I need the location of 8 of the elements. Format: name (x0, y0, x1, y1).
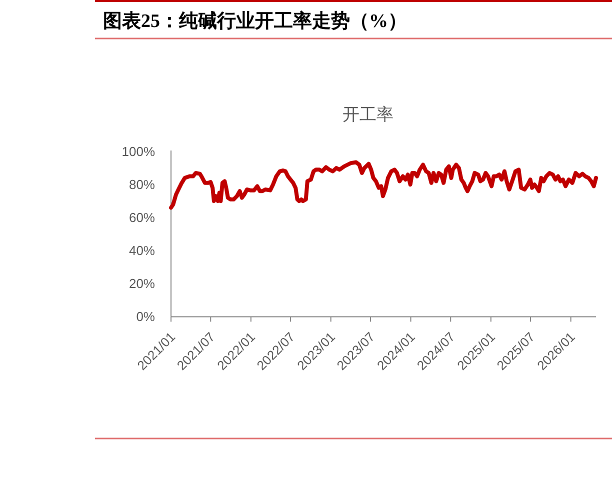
y-tick-label: 40% (128, 243, 156, 258)
y-tick-label: 80% (128, 177, 156, 192)
chart-subtitle: 开工率 (342, 105, 394, 124)
y-tick-label: 0% (136, 309, 156, 324)
y-tick-label: 100% (122, 144, 156, 159)
y-tick-label: 60% (128, 210, 156, 226)
chart-title: 图表25：纯碱行业开工率走势（%） (103, 10, 407, 32)
y-tick-label: 20% (128, 276, 156, 292)
